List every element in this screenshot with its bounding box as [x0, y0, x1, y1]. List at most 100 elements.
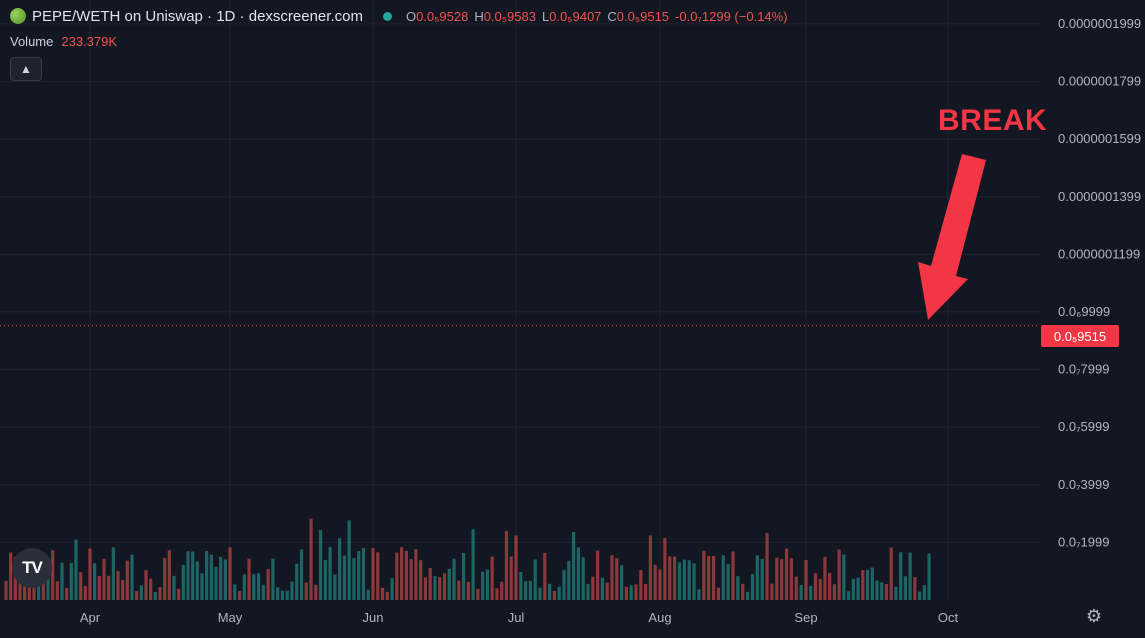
volume-bar [376, 552, 380, 600]
volume-bar [233, 584, 237, 600]
volume-bar [333, 574, 337, 600]
volume-bar [880, 582, 884, 600]
volume-bar [624, 586, 628, 600]
volume-bar [228, 547, 232, 600]
y-axis-tick-label: 0.0000001799 [1058, 74, 1141, 89]
volume-bar [69, 562, 73, 600]
volume-bar [276, 587, 280, 600]
volume-bar [721, 555, 725, 600]
volume-bar [135, 591, 139, 600]
volume-bar [799, 584, 803, 600]
volume-bar [851, 578, 855, 600]
ohlc-values: O0.0₅9528 H0.0₅9583 L0.0₅9407 C0.0₅9515 … [406, 9, 788, 24]
tradingview-logo-icon[interactable]: TV [12, 548, 52, 588]
volume-bar [102, 558, 106, 600]
volume-bar [600, 577, 604, 600]
volume-bar [832, 584, 836, 600]
x-axis-tick-label: Jul [508, 610, 525, 625]
volume-bar [746, 591, 750, 600]
volume-bar [390, 578, 394, 600]
volume-bar [107, 575, 111, 600]
volume-bar [41, 581, 45, 600]
x-axis-tick-label: Aug [648, 610, 671, 625]
volume-bar [658, 569, 662, 600]
volume-bar [711, 555, 716, 600]
volume-bar [299, 549, 304, 600]
volume-bar [562, 569, 566, 600]
volume-bar [576, 547, 580, 600]
volume-bar [663, 538, 667, 600]
volume-bar [186, 551, 190, 600]
volume-bar [433, 576, 437, 600]
volume-bar [908, 552, 912, 600]
volume-bar [139, 585, 143, 600]
volume-bar [60, 562, 64, 600]
volume-bar [37, 579, 41, 600]
volume-bar [314, 584, 318, 600]
volume-bar [385, 591, 389, 600]
volume-bar [755, 555, 759, 600]
volume-bar [471, 529, 475, 600]
volume-bar [352, 558, 356, 600]
volume-bar [596, 550, 600, 600]
volume-bar [794, 576, 798, 600]
volume-bar [447, 568, 451, 600]
volume-bar [918, 591, 922, 600]
volume-bar [153, 591, 157, 600]
volume-bar [775, 557, 779, 600]
gear-icon[interactable]: ⚙ [1085, 605, 1103, 626]
volume-bar [770, 583, 774, 600]
x-axis-tick-label: Oct [938, 610, 959, 625]
volume-bar [409, 559, 413, 600]
volume-bar [32, 583, 36, 600]
y-axis-tick-label: 0.0000001599 [1058, 131, 1141, 146]
volume-bar [266, 569, 270, 600]
volume-bar [149, 578, 153, 600]
volume-bar [716, 587, 720, 600]
volume-bar [97, 575, 101, 600]
open-label: O [405, 8, 417, 24]
volume-bar [653, 564, 657, 600]
volume-bar [828, 573, 832, 600]
volume-bar [242, 574, 246, 600]
volume-bar [504, 530, 509, 600]
volume-bar [500, 581, 504, 600]
volume-value: 233.379K [61, 34, 118, 49]
x-axis-tick-label: May [218, 610, 243, 625]
break-annotation: BREAK [938, 104, 1048, 137]
collapse-legend-button[interactable]: ▲ [10, 57, 42, 81]
volume-bar [889, 547, 893, 600]
volume-bar [380, 587, 385, 600]
market-status-icon [382, 11, 392, 21]
volume-bar [65, 587, 69, 600]
volume-bar [414, 549, 418, 600]
volume-bar [18, 581, 22, 600]
volume-bar [615, 558, 619, 600]
volume-bar [702, 550, 706, 600]
volume-bar [682, 559, 686, 600]
volume-bar [144, 570, 148, 600]
volume-bar [922, 585, 926, 600]
volume-bar [79, 572, 83, 600]
volume-bar [172, 575, 176, 600]
low-value: 0.0₅9407 [549, 8, 602, 24]
volume-bar [481, 571, 485, 600]
volume-bar [687, 560, 691, 600]
volume-bar [605, 582, 609, 600]
break-arrow-icon [918, 154, 986, 320]
volume-bar [620, 565, 624, 600]
y-axis-tick-label: 0.0000001999 [1058, 16, 1141, 31]
volume-bar [74, 539, 78, 600]
volume-bar [760, 558, 764, 600]
volume-bar [610, 555, 614, 600]
volume-bar [842, 554, 846, 600]
volume-bar [257, 573, 261, 600]
volume-bar [371, 548, 375, 600]
high-value: 0.0₅9583 [483, 8, 536, 24]
volume-bar [557, 586, 561, 600]
volume-bar [338, 538, 342, 600]
volume-bar [309, 518, 313, 600]
volume-bar [111, 547, 115, 600]
